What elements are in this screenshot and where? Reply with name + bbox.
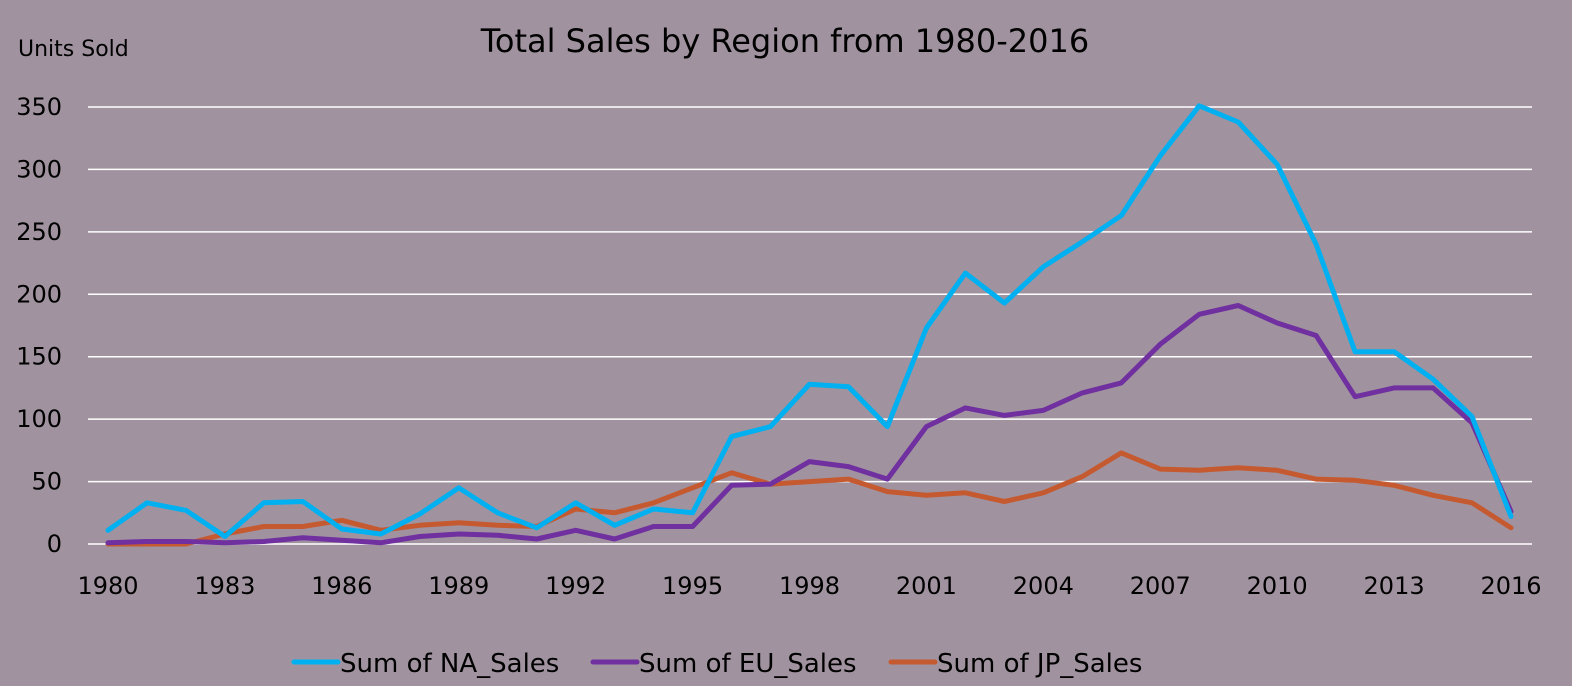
y-tick-label: 250 <box>16 218 62 246</box>
x-tick-label: 2016 <box>1480 572 1541 600</box>
series-line-sum-of-na-sales <box>105 103 1514 539</box>
legend-entry: Sum of EU_Sales <box>639 649 857 679</box>
x-tick-label: 1983 <box>194 572 255 600</box>
x-tick-label: 1998 <box>779 572 840 600</box>
y-tick-labels: 0 50 100 150 200 250 300 350 <box>16 93 62 558</box>
chart-title: Total Sales by Region from 1980-2016 <box>480 22 1089 60</box>
series-lines <box>105 103 1514 547</box>
y-tick-label: 50 <box>31 468 62 496</box>
y-tick-label: 300 <box>16 155 62 183</box>
y-tick-label: 0 <box>47 530 62 558</box>
legend-entry: Sum of JP_Sales <box>937 649 1142 679</box>
x-tick-label: 2007 <box>1130 572 1191 600</box>
y-axis-label: Units Sold <box>18 37 129 62</box>
y-tick-label: 200 <box>16 280 62 308</box>
legend: Sum of NA_Sales Sum of EU_Sales Sum of JP_… <box>291 649 1142 679</box>
x-tick-label: 1986 <box>311 572 372 600</box>
y-tick-label: 150 <box>16 343 62 371</box>
x-tick-label: 2013 <box>1364 572 1425 600</box>
x-tick-label: 2001 <box>896 572 957 600</box>
y-tick-label: 350 <box>16 93 62 121</box>
x-tick-label: 1989 <box>428 572 489 600</box>
legend-entry: Sum of NA_Sales <box>340 649 559 679</box>
y-tick-label: 100 <box>16 405 62 433</box>
x-tick-labels: 1980 1983 1986 1989 1992 1995 1998 2001 2004 2007… <box>77 572 1541 600</box>
series-line-sum-of-eu-sales <box>105 303 1514 546</box>
x-tick-label: 1992 <box>545 572 606 600</box>
x-tick-label: 1995 <box>662 572 723 600</box>
x-tick-label: 2010 <box>1247 572 1308 600</box>
x-tick-label: 2004 <box>1013 572 1074 600</box>
x-tick-label: 1980 <box>77 572 138 600</box>
series-line-sum-of-jp-sales <box>105 450 1514 547</box>
gridlines <box>88 106 1532 545</box>
